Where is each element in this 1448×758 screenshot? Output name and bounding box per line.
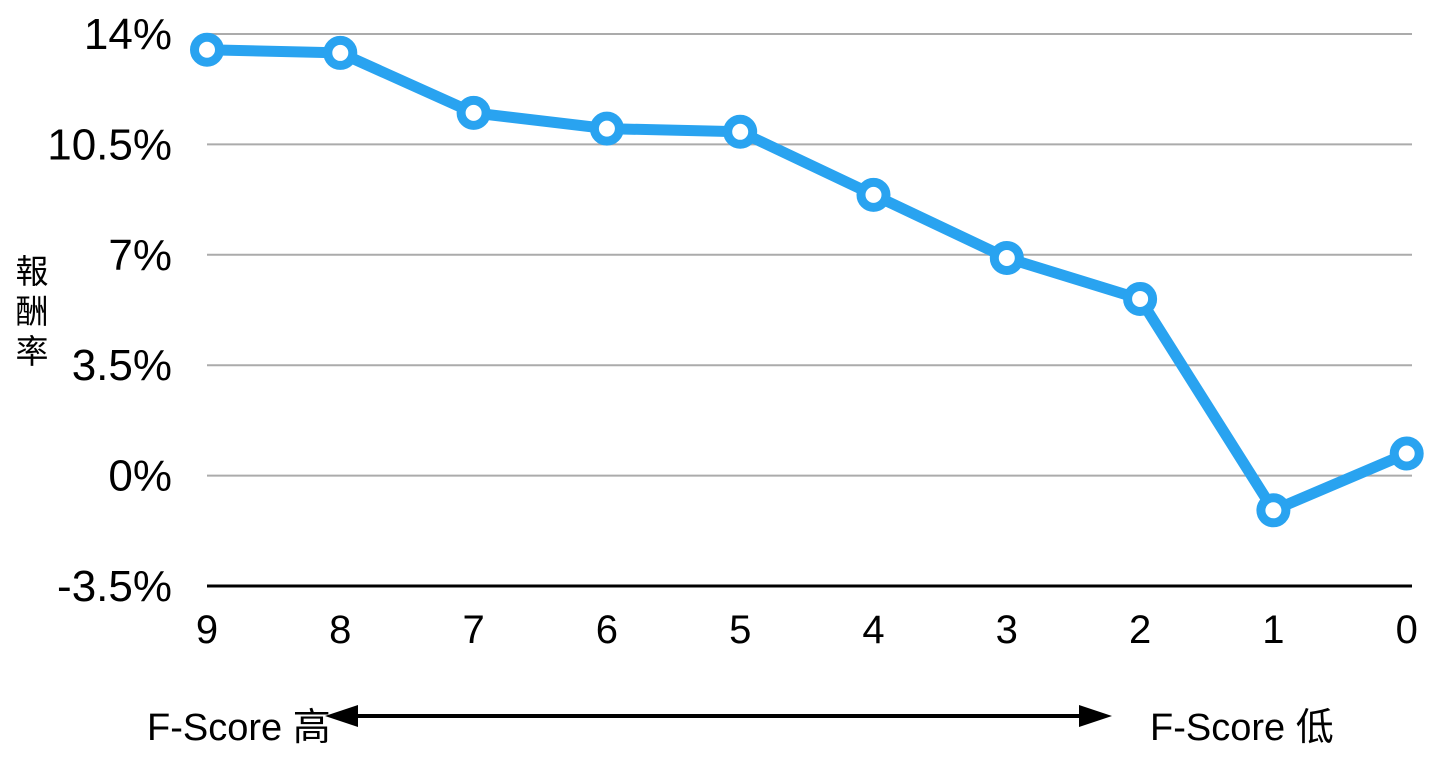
x-tick-label: 7 (462, 608, 484, 652)
x-tick-label: 8 (329, 608, 351, 652)
data-point-marker (1389, 436, 1424, 471)
data-point-marker (190, 32, 224, 67)
data-line (201, 44, 1413, 516)
y-tick-label: 7% (108, 231, 172, 280)
y-tick-label: 10.5% (47, 120, 172, 169)
data-point-marker (323, 35, 358, 70)
data-point-marker (589, 111, 624, 146)
x-tick-label: 4 (862, 608, 884, 652)
x-tick-label: 0 (1396, 608, 1418, 652)
data-point-marker (856, 177, 891, 212)
data-point-marker (1123, 281, 1158, 316)
x-axis-annotation-right: F-Score 低 (1150, 707, 1334, 749)
range-arrow-head-right (1079, 705, 1112, 727)
y-tick-label: 14% (84, 10, 172, 59)
y-tick-label: 3.5% (72, 341, 172, 390)
data-point-marker (456, 95, 491, 130)
x-tick-label: 3 (996, 608, 1018, 652)
x-tick-label: 9 (196, 608, 218, 652)
data-point-marker (989, 240, 1024, 275)
x-axis-annotation-left: F-Score 高 (147, 707, 331, 749)
range-arrow-head-left (325, 705, 358, 727)
x-tick-label: 5 (729, 608, 751, 652)
y-axis-title: 報酬率 (11, 254, 48, 374)
x-tick-label: 2 (1129, 608, 1151, 652)
x-tick-label: 6 (596, 608, 618, 652)
data-point-marker (1256, 493, 1291, 528)
y-tick-label: 0% (108, 452, 172, 501)
x-tick-label: 1 (1262, 608, 1284, 652)
y-tick-label: -3.5% (57, 562, 172, 611)
data-point-marker (723, 114, 758, 149)
